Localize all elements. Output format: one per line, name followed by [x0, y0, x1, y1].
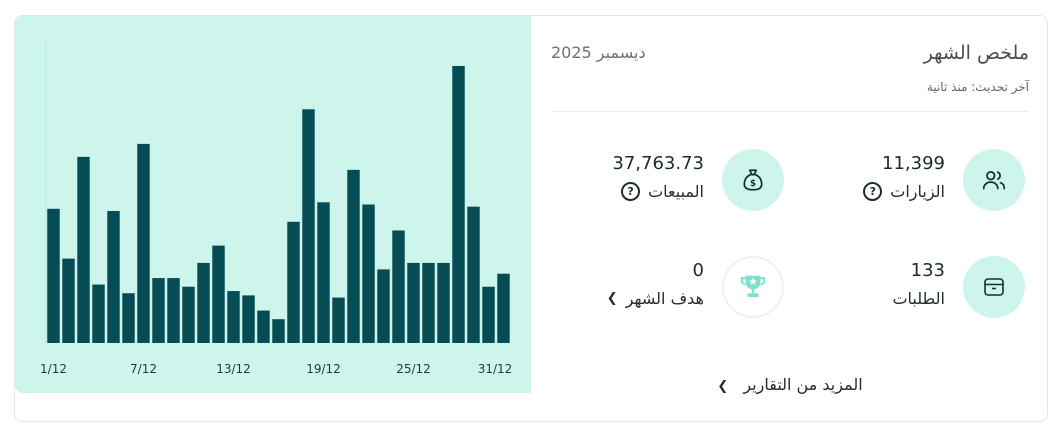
summary-date: ديسمبر 2025 — [551, 43, 646, 62]
chart-bar[interactable] — [107, 210, 120, 343]
visits-value: 11,399 — [882, 153, 945, 174]
chart-bar[interactable] — [302, 109, 315, 343]
chart-bar[interactable] — [332, 297, 345, 343]
chart-bar[interactable] — [437, 262, 450, 343]
daily-bar-chart: 1/12 7/12 13/12 19/12 25/12 31/12 — [40, 40, 513, 376]
goal-value: 0 — [692, 260, 704, 281]
x-tick-label: 31/12 — [478, 362, 513, 376]
x-tick-label: 7/12 — [130, 362, 157, 376]
chart-bar[interactable] — [92, 284, 105, 343]
help-icon[interactable]: ? — [863, 182, 883, 201]
orders-label: الطلبات — [892, 289, 945, 308]
chart-bar[interactable] — [497, 273, 510, 343]
x-tick-label: 19/12 — [306, 362, 341, 376]
chevron-left-icon[interactable]: ❯ — [606, 291, 618, 306]
x-tick-label: 25/12 — [396, 362, 431, 376]
chart-bar[interactable] — [362, 204, 375, 343]
month-summary-card: 1/12 7/12 13/12 19/12 25/12 31/12 ملخص الشهر … — [14, 15, 1048, 422]
chart-bar[interactable] — [242, 295, 255, 343]
chart-bar[interactable] — [77, 156, 90, 343]
chart-bar[interactable] — [212, 245, 225, 343]
chart-bar[interactable] — [197, 262, 210, 343]
stat-visits: 11,399 الزيارات ? — [805, 149, 1025, 213]
goal-label[interactable]: هدف الشهر — [625, 289, 704, 308]
orders-label-row: الطلبات — [892, 289, 945, 308]
chart-bar[interactable] — [407, 262, 420, 343]
chart-bar[interactable] — [422, 262, 435, 343]
chart-bar[interactable] — [62, 258, 75, 343]
trophy-icon — [740, 275, 766, 297]
summary-panel: ملخص الشهر ديسمبر 2025 آخر تحديث: منذ ثا… — [531, 16, 1047, 421]
more-reports-link[interactable]: المزيد من التقارير ❯ — [531, 375, 1047, 394]
chart-bar[interactable] — [227, 291, 240, 343]
chart-bar[interactable] — [347, 169, 360, 343]
daily-chart: 1/12 7/12 13/12 19/12 25/12 31/12 — [15, 16, 531, 393]
sales-value: 37,763.73 — [612, 153, 704, 174]
users-icon — [963, 149, 1025, 211]
summary-title: ملخص الشهر — [923, 42, 1029, 64]
goal-label-row[interactable]: هدف الشهر ❯ — [607, 289, 704, 308]
stat-orders: 133 الطلبات — [805, 256, 1025, 320]
help-icon[interactable]: ? — [621, 182, 641, 201]
x-tick-label: 1/12 — [40, 362, 67, 376]
visits-label-row: الزيارات ? — [863, 182, 945, 201]
chart-bar[interactable] — [122, 293, 135, 343]
box-icon — [963, 256, 1025, 318]
chart-bar[interactable] — [467, 206, 480, 343]
chart-bar[interactable] — [317, 202, 330, 343]
visits-label: الزيارات — [890, 182, 945, 201]
more-reports-label[interactable]: المزيد من التقارير — [743, 375, 863, 394]
orders-value: 133 — [910, 260, 945, 281]
chart-bar[interactable] — [152, 278, 165, 343]
chart-bar[interactable] — [47, 208, 60, 343]
stat-sales: $ 37,763.73 المبيعات ? — [564, 149, 784, 213]
chart-bar[interactable] — [392, 230, 405, 343]
divider — [551, 111, 1029, 112]
chart-bar[interactable] — [377, 269, 390, 343]
stat-monthly-goal[interactable]: 0 هدف الشهر ❯ — [564, 256, 784, 320]
chart-bar[interactable] — [137, 143, 150, 343]
chevron-left-icon[interactable]: ❯ — [717, 379, 729, 394]
x-tick-label: 13/12 — [216, 362, 251, 376]
chart-bar[interactable] — [287, 221, 300, 343]
sales-label: المبيعات — [648, 182, 704, 201]
goal-progress-ring — [722, 256, 784, 318]
svg-text:$: $ — [750, 179, 756, 189]
chart-bar[interactable] — [257, 310, 270, 343]
chart-bar[interactable] — [167, 278, 180, 343]
last-updated-text: آخر تحديث: منذ ثانية — [926, 80, 1029, 94]
chart-bar[interactable] — [482, 286, 495, 343]
chart-bar[interactable] — [452, 65, 465, 343]
sales-label-row: المبيعات ? — [621, 182, 704, 201]
chart-bar[interactable] — [272, 319, 285, 343]
money-bag-icon: $ — [722, 149, 784, 211]
chart-bar[interactable] — [182, 286, 195, 343]
